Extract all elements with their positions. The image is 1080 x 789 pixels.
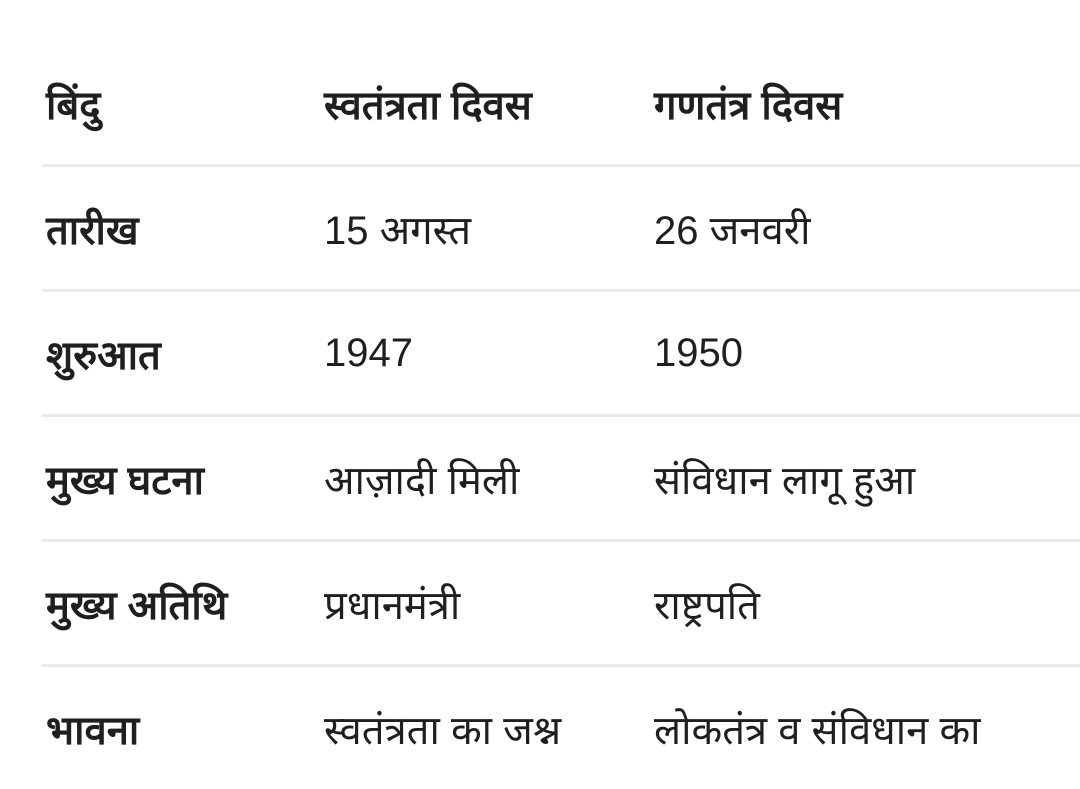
table-row: तारीख 15 अगस्त 26 जनवरी xyxy=(42,166,1080,291)
table-row: भावना स्वतंत्रता का जश्न लोकतंत्र व संवि… xyxy=(42,666,1080,789)
table-header-row: बिंदु स्वतंत्रता दिवस गणतंत्र दिवस xyxy=(42,42,1080,166)
table-row: मुख्य अतिथि प्रधानमंत्री राष्ट्रपति xyxy=(42,541,1080,666)
cell: लोकतंत्र व संविधान का xyxy=(650,666,1080,789)
cell: प्रधानमंत्री xyxy=(320,541,650,666)
table-row: शुरुआत 1947 1950 xyxy=(42,291,1080,416)
cell: 1950 xyxy=(650,291,1080,416)
row-label: शुरुआत xyxy=(42,291,320,416)
header-point: बिंदु xyxy=(42,42,320,166)
cell: 26 जनवरी xyxy=(650,166,1080,291)
cell: आज़ादी मिली xyxy=(320,416,650,541)
header-republic-day: गणतंत्र दिवस xyxy=(650,42,1080,166)
row-label: तारीख xyxy=(42,166,320,291)
row-label: मुख्य घटना xyxy=(42,416,320,541)
comparison-table: बिंदु स्वतंत्रता दिवस गणतंत्र दिवस तारीख… xyxy=(42,42,1080,789)
cell: स्वतंत्रता का जश्न xyxy=(320,666,650,789)
cell: संविधान लागू हुआ xyxy=(650,416,1080,541)
row-label: भावना xyxy=(42,666,320,789)
cell: 1947 xyxy=(320,291,650,416)
cell: राष्ट्रपति xyxy=(650,541,1080,666)
cell: 15 अगस्त xyxy=(320,166,650,291)
table-row: मुख्य घटना आज़ादी मिली संविधान लागू हुआ xyxy=(42,416,1080,541)
header-independence-day: स्वतंत्रता दिवस xyxy=(320,42,650,166)
row-label: मुख्य अतिथि xyxy=(42,541,320,666)
